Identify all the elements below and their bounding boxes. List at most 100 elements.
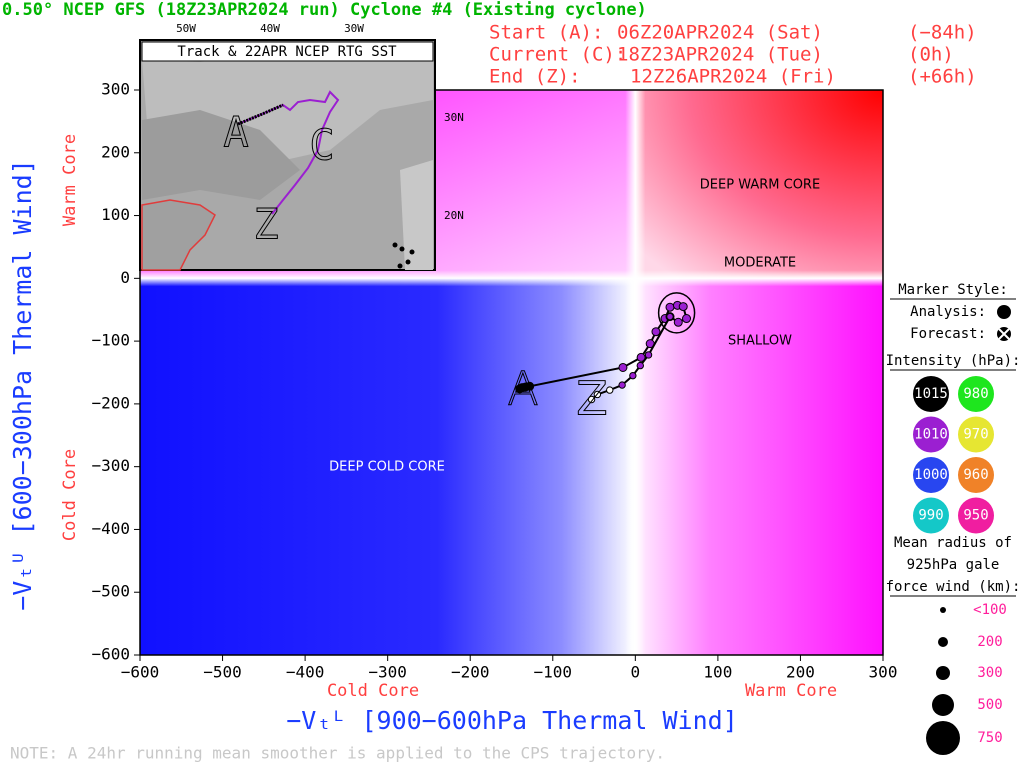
inset-lon: 50W [176, 22, 196, 35]
legend-text: Forecast: [910, 326, 986, 342]
track-letter: A [507, 362, 538, 416]
legend-text: 300 [977, 665, 1002, 681]
phase-background [140, 90, 883, 655]
y-tick-label: 0 [120, 268, 130, 287]
y-side-label: Cold Core [60, 449, 80, 541]
analysis-point [525, 381, 535, 391]
legend-text: 960 [963, 467, 988, 483]
x-tick-label: −200 [451, 663, 490, 682]
forecast-point [644, 351, 653, 359]
analysis-point [682, 314, 692, 324]
plot-frame [139, 89, 884, 656]
inset-title: Track & 22APR NCEP RTG SST [177, 44, 397, 60]
region-label: SHALLOW [728, 334, 792, 349]
inset-lat: 30N [444, 111, 464, 124]
x-tick-label: 100 [703, 663, 732, 682]
radius-swatch [932, 694, 954, 716]
legend-marker [998, 328, 1010, 340]
forecast-point [593, 390, 602, 399]
x-side-label: Cold Core [327, 681, 419, 701]
legend-text: 950 [963, 508, 988, 524]
inset-lon: 30W [344, 22, 364, 35]
axis-glow [140, 270, 883, 287]
analysis-point [665, 302, 675, 312]
quadrant [635, 278, 883, 655]
y-tick-label: −400 [91, 519, 130, 538]
header-text: Start (A): [489, 22, 603, 44]
header-text: End (Z): [489, 66, 581, 88]
x-side-label: Warm Core [745, 681, 837, 701]
header-text: (−84h) [908, 22, 977, 44]
quadrant [635, 90, 883, 279]
legend-text: 750 [977, 730, 1002, 746]
radius-swatch [926, 721, 960, 755]
legend-text: force wind (km): [886, 579, 1021, 595]
region-label: DEEP WARM CORE [700, 178, 820, 193]
legend-text: 970 [963, 427, 988, 443]
radius-swatch [938, 637, 948, 647]
inset-letter: C [309, 121, 334, 170]
y-tick-label: −100 [91, 331, 130, 350]
x-axis-title: −Vₜᴸ [900−600hPa Thermal Wind] [286, 706, 738, 735]
inset-lat: 20N [444, 209, 464, 222]
forecast-point [587, 395, 596, 404]
note: NOTE: A 24hr running mean smoother is ap… [10, 744, 665, 763]
inset-letter: Z [253, 200, 278, 249]
legend-text: Analysis: [910, 304, 986, 320]
analysis-point [651, 327, 661, 337]
y-tick-label: −600 [91, 645, 130, 664]
intensity-swatch [958, 457, 994, 493]
radius-swatch [940, 607, 946, 613]
x-tick-label: −600 [121, 663, 160, 682]
y-tick-label: −300 [91, 456, 130, 475]
header-text: (+66h) [908, 66, 977, 88]
analysis-point [678, 302, 688, 312]
x-tick-label: 300 [869, 663, 898, 682]
legend: Marker Style: Analysis: Forecast: Intensity… [886, 282, 1021, 755]
y-tick-label: −200 [91, 393, 130, 412]
legend-text: 1015 [914, 386, 948, 402]
x-tick-label: −400 [286, 663, 325, 682]
radius-swatch [936, 666, 950, 680]
intensity-swatch [958, 497, 994, 534]
forecast-point [666, 312, 674, 321]
analysis-point [618, 362, 628, 372]
region-label: MODERATE [724, 256, 796, 271]
intensity-swatch [958, 416, 994, 453]
analysis-point [636, 352, 646, 362]
intensity-swatch [913, 497, 949, 534]
y-tick-label: 100 [101, 205, 130, 224]
legend-text: 1000 [914, 467, 948, 483]
legend-text: 200 [977, 634, 1002, 650]
header-text: Current (C): [489, 44, 626, 66]
header-text: 06Z20APR2024 (Sat) [617, 22, 823, 44]
y-tick-label: 200 [101, 142, 130, 161]
radius-ring [657, 292, 696, 334]
header-text: 18Z23APR2024 (Tue) [617, 44, 823, 66]
analysis-point [673, 317, 683, 327]
intensity-swatch [913, 376, 949, 412]
forecast-point [606, 386, 614, 394]
legend-text: 1010 [914, 427, 948, 443]
quadrant [140, 278, 636, 655]
legend-text: 990 [918, 508, 943, 524]
header-text: (0h) [908, 44, 954, 66]
x-tick-label: 0 [631, 663, 641, 682]
track-letter: Z [576, 372, 608, 426]
y-tick-label: −500 [91, 582, 130, 601]
inset-lon: 40W [260, 22, 280, 35]
header-text: 12Z26APR2024 (Fri) [630, 66, 836, 88]
x-tick-label: −100 [534, 663, 573, 682]
legend-text: Marker Style: [898, 282, 1008, 298]
chart-title: 0.50° NCEP GFS (18Z23APR2024 run) Cyclon… [2, 0, 647, 20]
y-axis-title: −Vₜᵁ [600−300hPa Thermal Wind] [8, 159, 37, 611]
inset-map: Track & 22APR NCEP RTG SST A CZ [139, 39, 436, 271]
intensity-swatch [958, 376, 994, 412]
legend-text: Mean radius of [894, 535, 1012, 551]
intensity-swatch [913, 416, 949, 453]
x-tick-label: −300 [368, 663, 407, 682]
x-tick-label: 200 [786, 663, 815, 682]
y-tick-label: 300 [101, 80, 130, 99]
legend-marker [997, 305, 1011, 319]
